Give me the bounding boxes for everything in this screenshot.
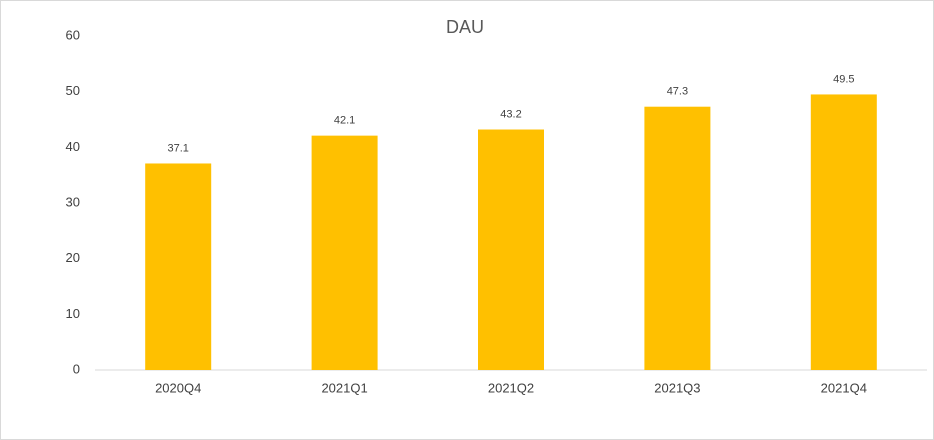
data-label: 43.2: [500, 108, 521, 120]
y-tick-label: 50: [66, 83, 80, 98]
bar: [810, 94, 877, 370]
y-tick-label: 60: [66, 27, 80, 42]
bar: [145, 163, 212, 370]
chart-title: DAU: [446, 17, 484, 37]
y-tick-label: 30: [66, 194, 80, 209]
bar: [311, 135, 378, 370]
x-tick-label: 2021Q4: [821, 380, 867, 395]
x-tick-label: 2020Q4: [155, 380, 201, 395]
x-tick-label: 2021Q3: [654, 380, 700, 395]
bar: [478, 129, 544, 370]
y-tick-label: 40: [66, 139, 80, 154]
y-tick-label: 0: [73, 361, 80, 376]
bar: [644, 106, 711, 371]
x-tick-label: 2021Q2: [488, 380, 534, 395]
x-tick-label: 2021Q1: [321, 380, 367, 395]
data-label: 42.1: [334, 115, 355, 127]
data-label: 47.3: [667, 86, 688, 98]
y-tick-label: 20: [66, 250, 80, 265]
data-label: 37.1: [167, 142, 188, 154]
data-label: 49.5: [833, 73, 854, 85]
y-tick-label: 10: [66, 306, 80, 321]
